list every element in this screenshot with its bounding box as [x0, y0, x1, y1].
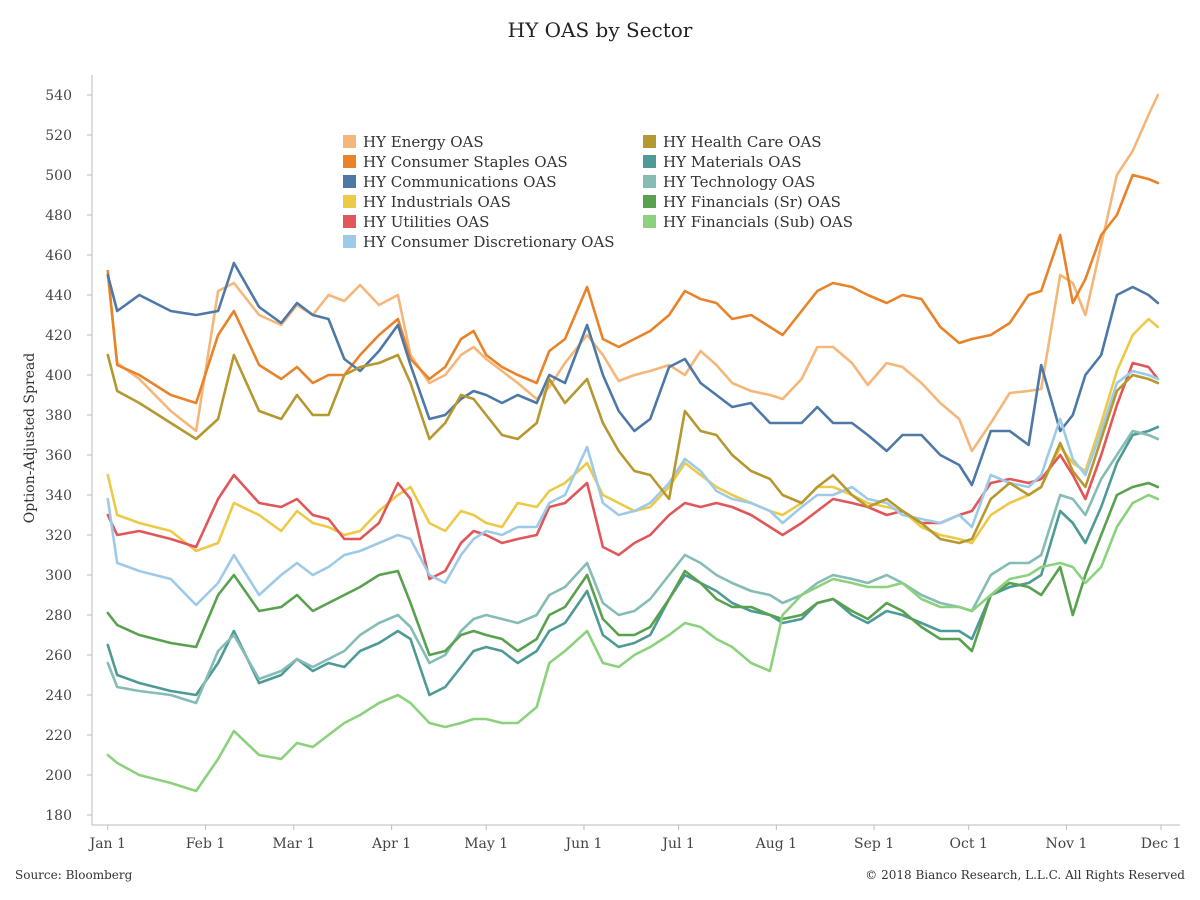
- legend-label: HY Technology OAS: [663, 173, 815, 191]
- copyright-note: © 2018 Bianco Research, L.L.C. All Right…: [865, 868, 1185, 882]
- series-line-8: [106, 425, 1160, 697]
- legend-swatch: [343, 215, 356, 228]
- legend-label: HY Utilities OAS: [363, 213, 489, 231]
- series-line-6: [106, 369, 1160, 607]
- legend-swatch: [643, 195, 656, 208]
- legend-label: HY Materials OAS: [663, 153, 802, 171]
- legend-swatch: [643, 215, 656, 228]
- y-tick-label: 180: [45, 808, 72, 824]
- legend-label: HY Consumer Discretionary OAS: [363, 233, 615, 251]
- legend-swatch: [643, 135, 656, 148]
- legend-label: HY Financials (Sub) OAS: [663, 213, 853, 231]
- y-tick-label: 400: [45, 368, 72, 384]
- y-tick-label: 240: [45, 688, 72, 704]
- x-tick-label: Sep 1: [854, 836, 894, 852]
- legend-label: HY Industrials OAS: [363, 193, 511, 211]
- series-line-2: [106, 173, 1160, 405]
- y-tick-label: 380: [45, 408, 72, 424]
- x-tick-label: Aug 1: [755, 836, 797, 852]
- x-tick-label: Oct 1: [950, 836, 988, 852]
- series-line-9: [106, 429, 1160, 705]
- x-tick-label: Jul 1: [660, 836, 694, 852]
- x-tick-label: Apr 1: [371, 836, 411, 852]
- y-tick-label: 220: [45, 728, 72, 744]
- y-tick-label: 260: [45, 648, 72, 664]
- source-note: Source: Bloomberg: [15, 868, 133, 882]
- x-tick-label: Jun 1: [563, 836, 602, 852]
- x-tick-label: Jan 1: [88, 836, 126, 852]
- y-tick-label: 200: [45, 768, 72, 784]
- legend-swatch: [343, 175, 356, 188]
- y-tick-label: 520: [45, 128, 72, 144]
- y-tick-label: 480: [45, 208, 72, 224]
- series-line-7: [106, 353, 1160, 545]
- legend-swatch: [343, 135, 356, 148]
- y-tick-label: 340: [45, 488, 72, 504]
- x-tick-label: Nov 1: [1045, 836, 1087, 852]
- axes: 180 200 220 240 260 280 300 320 340 360 380 400 420 4…: [45, 75, 1181, 852]
- legend-swatch: [343, 155, 356, 168]
- y-tick-label: 280: [45, 608, 72, 624]
- y-tick-label: 440: [45, 288, 72, 304]
- x-tick-label: Mar 1: [272, 836, 315, 852]
- legend-label: HY Energy OAS: [363, 133, 484, 151]
- legend-swatch: [643, 175, 656, 188]
- y-tick-label: 360: [45, 448, 72, 464]
- series-line-10: [106, 481, 1160, 657]
- legend-label: HY Communications OAS: [363, 173, 557, 191]
- series-line-1: [106, 93, 1160, 453]
- y-tick-label: 420: [45, 328, 72, 344]
- legend-swatch: [643, 155, 656, 168]
- series-line-4: [106, 317, 1160, 553]
- y-tick-label: 300: [45, 568, 72, 584]
- legend: HY Energy OAS HY Consumer Staples OAS HY C…: [343, 133, 853, 251]
- x-tick-label: Feb 1: [186, 836, 226, 852]
- series-line-3: [106, 261, 1160, 487]
- series-line-11: [106, 493, 1160, 793]
- y-tick-label: 320: [45, 528, 72, 544]
- legend-label: HY Consumer Staples OAS: [363, 153, 568, 171]
- x-tick-label: May 1: [464, 836, 508, 852]
- series-lines: [106, 93, 1160, 793]
- y-tick-label: 500: [45, 168, 72, 184]
- legend-swatch: [343, 195, 356, 208]
- x-tick-label: Dec 1: [1141, 836, 1182, 852]
- y-tick-label: 540: [45, 88, 72, 104]
- y-tick-label: 460: [45, 248, 72, 264]
- chart-title: HY OAS by Sector: [507, 18, 693, 42]
- legend-label: HY Financials (Sr) OAS: [663, 193, 841, 211]
- legend-swatch: [343, 235, 356, 248]
- legend-label: HY Health Care OAS: [663, 133, 822, 151]
